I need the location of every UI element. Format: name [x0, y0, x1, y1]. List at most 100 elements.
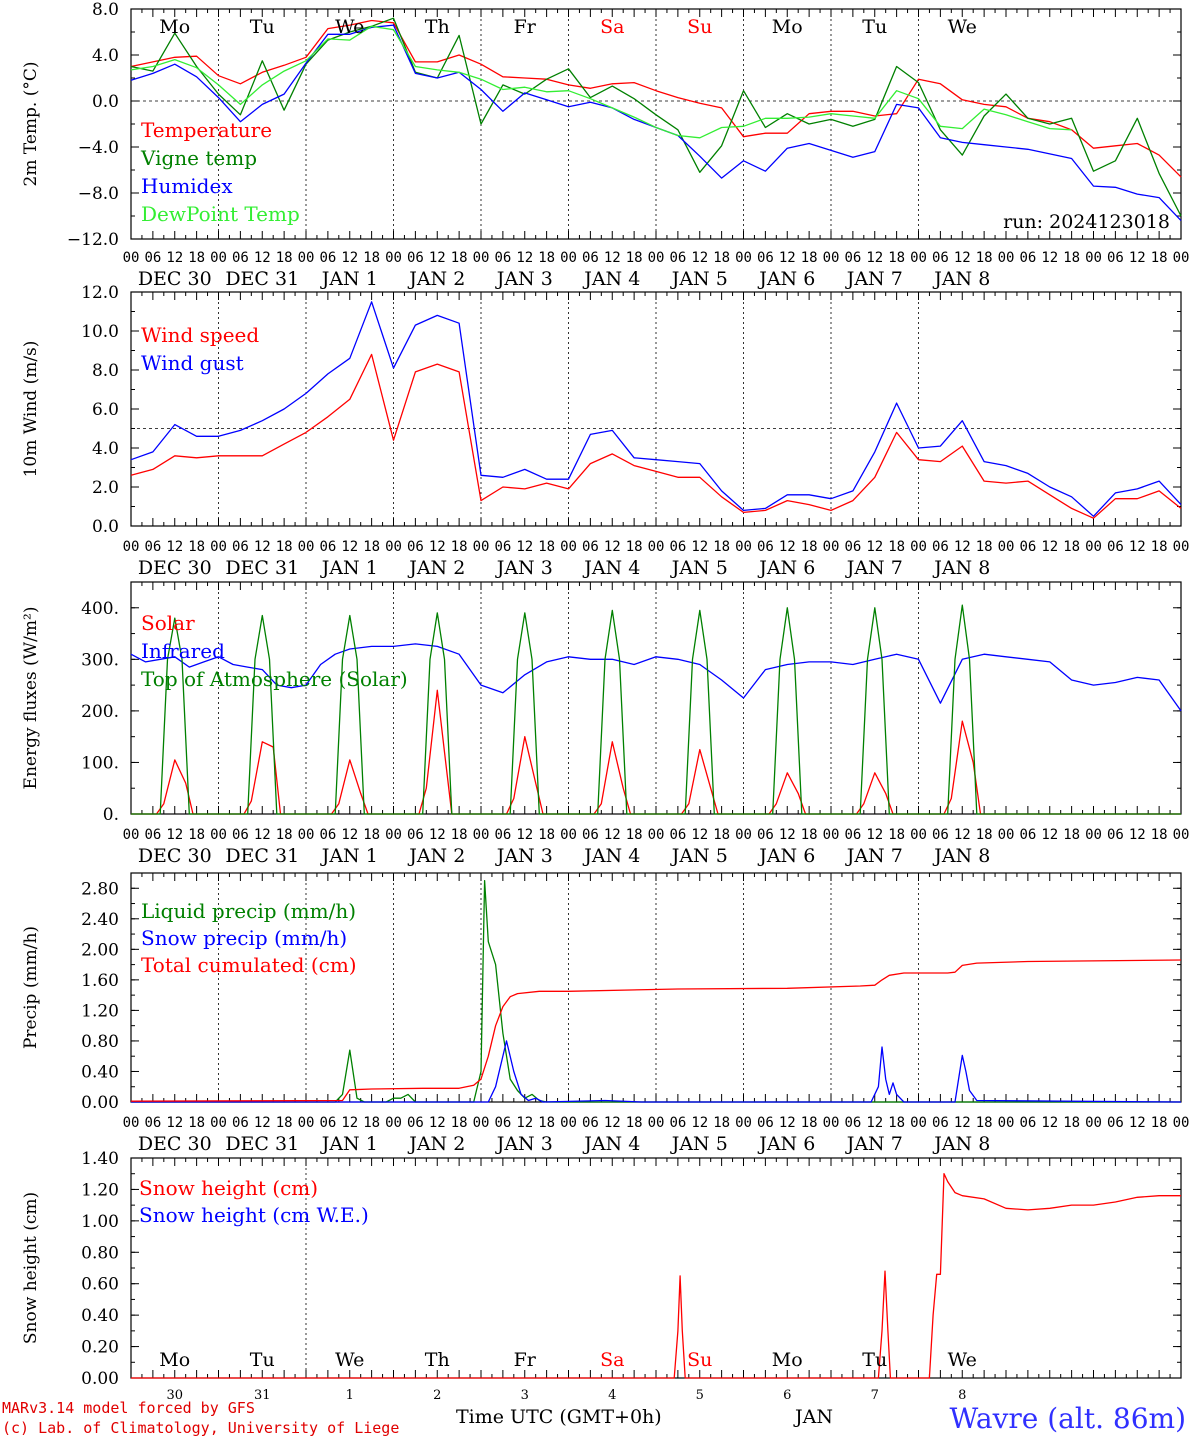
x-date-label: JAN 8	[932, 268, 990, 290]
x-date-label: JAN 7	[845, 557, 903, 579]
x-date-label: JAN 4	[582, 268, 640, 290]
x-tick-label: 12	[691, 1115, 708, 1131]
day-name: We	[335, 16, 364, 38]
x-tick-label: 18	[1151, 539, 1168, 555]
series-line-total-cumulated-cm-	[130, 959, 1182, 1102]
x-tick-label: 18	[451, 539, 468, 555]
x-tick-label: 00	[123, 1115, 140, 1131]
y-tick-label: 0.0	[92, 92, 119, 112]
x-tick-label: 12	[866, 539, 883, 555]
x-tick-label: 12	[341, 539, 358, 555]
y-tick-label: 2.40	[81, 910, 119, 930]
x-tick-label: 12	[691, 250, 708, 266]
x-tick-label: 00	[560, 539, 577, 555]
x-tick-label: 12	[166, 250, 183, 266]
x-tick-label: 06	[669, 1115, 686, 1131]
x-tick-label: 12	[516, 827, 533, 843]
x-tick-label: 00	[910, 250, 927, 266]
x-tick-label: 12	[429, 539, 446, 555]
day-name: Th	[425, 1349, 450, 1371]
x-tick-label: 06	[669, 250, 686, 266]
x-tick-label: 18	[626, 250, 643, 266]
x-tick-label: 12	[166, 1115, 183, 1131]
x-date-label: JAN 3	[495, 845, 553, 867]
x-tick-label: 00	[648, 827, 665, 843]
x-tick-label: 00	[385, 250, 402, 266]
x-date-label: JAN 1	[320, 845, 378, 867]
day-number: 5	[696, 1388, 704, 1403]
day-number: 31	[254, 1388, 271, 1403]
x-tick-label: 06	[844, 539, 861, 555]
legend-entry: Infrared	[141, 639, 225, 663]
x-tick-label: 12	[954, 539, 971, 555]
x-tick-label: 06	[932, 250, 949, 266]
x-tick-label: 18	[976, 250, 993, 266]
series-line-vigne-temp	[130, 17, 1182, 217]
day-number: 1	[346, 1388, 354, 1403]
x-tick-label: 00	[473, 250, 490, 266]
x-tick-label: 18	[538, 539, 555, 555]
x-date-label: JAN 4	[582, 845, 640, 867]
y-axis-label: Precip (mm/h)	[21, 926, 41, 1049]
y-tick-label: 0.60	[81, 1275, 119, 1295]
x-tick-label: 12	[254, 1115, 271, 1131]
series-line-snow-height-cm-	[131, 1173, 1181, 1379]
x-tick-label: 18	[188, 1115, 205, 1131]
series-line-top-of-atmosphere-solar-	[131, 604, 1181, 815]
x-tick-label: 00	[910, 539, 927, 555]
y-tick-label: 0.40	[81, 1306, 119, 1326]
x-date-label: DEC 31	[225, 845, 299, 867]
legend-entry: Solar	[141, 611, 195, 635]
x-tick-label: 06	[494, 250, 511, 266]
x-tick-label: 18	[188, 827, 205, 843]
x-tick-label: 06	[1107, 827, 1124, 843]
day-name: Fr	[514, 16, 537, 38]
x-tick-label: 00	[648, 539, 665, 555]
x-tick-label: 18	[888, 539, 905, 555]
credit-line-2: (c) Lab. of Climatology, University of L…	[2, 1419, 400, 1437]
x-tick-label: 12	[1041, 250, 1058, 266]
y-tick-label: 12.0	[81, 283, 119, 303]
run-annotation: run: 2024123018	[1003, 211, 1170, 233]
y-tick-label: 10.0	[81, 322, 119, 342]
x-tick-label: 00	[298, 1115, 315, 1131]
x-tick-label: 18	[276, 250, 293, 266]
x-date-label: JAN 6	[757, 1133, 815, 1155]
x-tick-label: 12	[516, 1115, 533, 1131]
y-tick-label: 0.80	[81, 1243, 119, 1263]
x-tick-label: 00	[123, 539, 140, 555]
x-date-label: JAN 5	[670, 557, 728, 579]
x-tick-label: 06	[232, 827, 249, 843]
y-tick-label: 1.20	[81, 1180, 119, 1200]
x-tick-label: 18	[451, 1115, 468, 1131]
x-tick-label: 12	[254, 827, 271, 843]
x-tick-label: 18	[188, 539, 205, 555]
legend-entry: Humidex	[141, 174, 233, 198]
x-tick-label: 18	[538, 827, 555, 843]
day-name: Su	[687, 16, 712, 38]
x-tick-label: 12	[1041, 1115, 1058, 1131]
x-tick-label: 18	[713, 539, 730, 555]
x-tick-label: 00	[298, 250, 315, 266]
day-name: Fr	[514, 1349, 537, 1371]
y-tick-label: −4.0	[78, 138, 119, 158]
x-date-label: JAN 7	[845, 1133, 903, 1155]
series-line-infrared	[130, 643, 1182, 712]
x-tick-label: 06	[1019, 1115, 1036, 1131]
x-tick-label: 12	[604, 539, 621, 555]
x-tick-label: 12	[341, 250, 358, 266]
y-tick-label: 0.40	[81, 1062, 119, 1082]
x-date-label: JAN 7	[845, 268, 903, 290]
x-tick-label: 06	[144, 827, 161, 843]
y-tick-label: 1.60	[81, 971, 119, 991]
x-tick-label: 00	[560, 1115, 577, 1131]
x-tick-label: 00	[735, 250, 752, 266]
x-tick-label: 06	[844, 827, 861, 843]
x-date-label: JAN 1	[320, 268, 378, 290]
x-tick-label: 12	[779, 827, 796, 843]
x-tick-label: 00	[735, 1115, 752, 1131]
x-tick-label: 00	[1173, 539, 1190, 555]
x-date-label: JAN 3	[495, 557, 553, 579]
x-tick-label: 12	[866, 827, 883, 843]
